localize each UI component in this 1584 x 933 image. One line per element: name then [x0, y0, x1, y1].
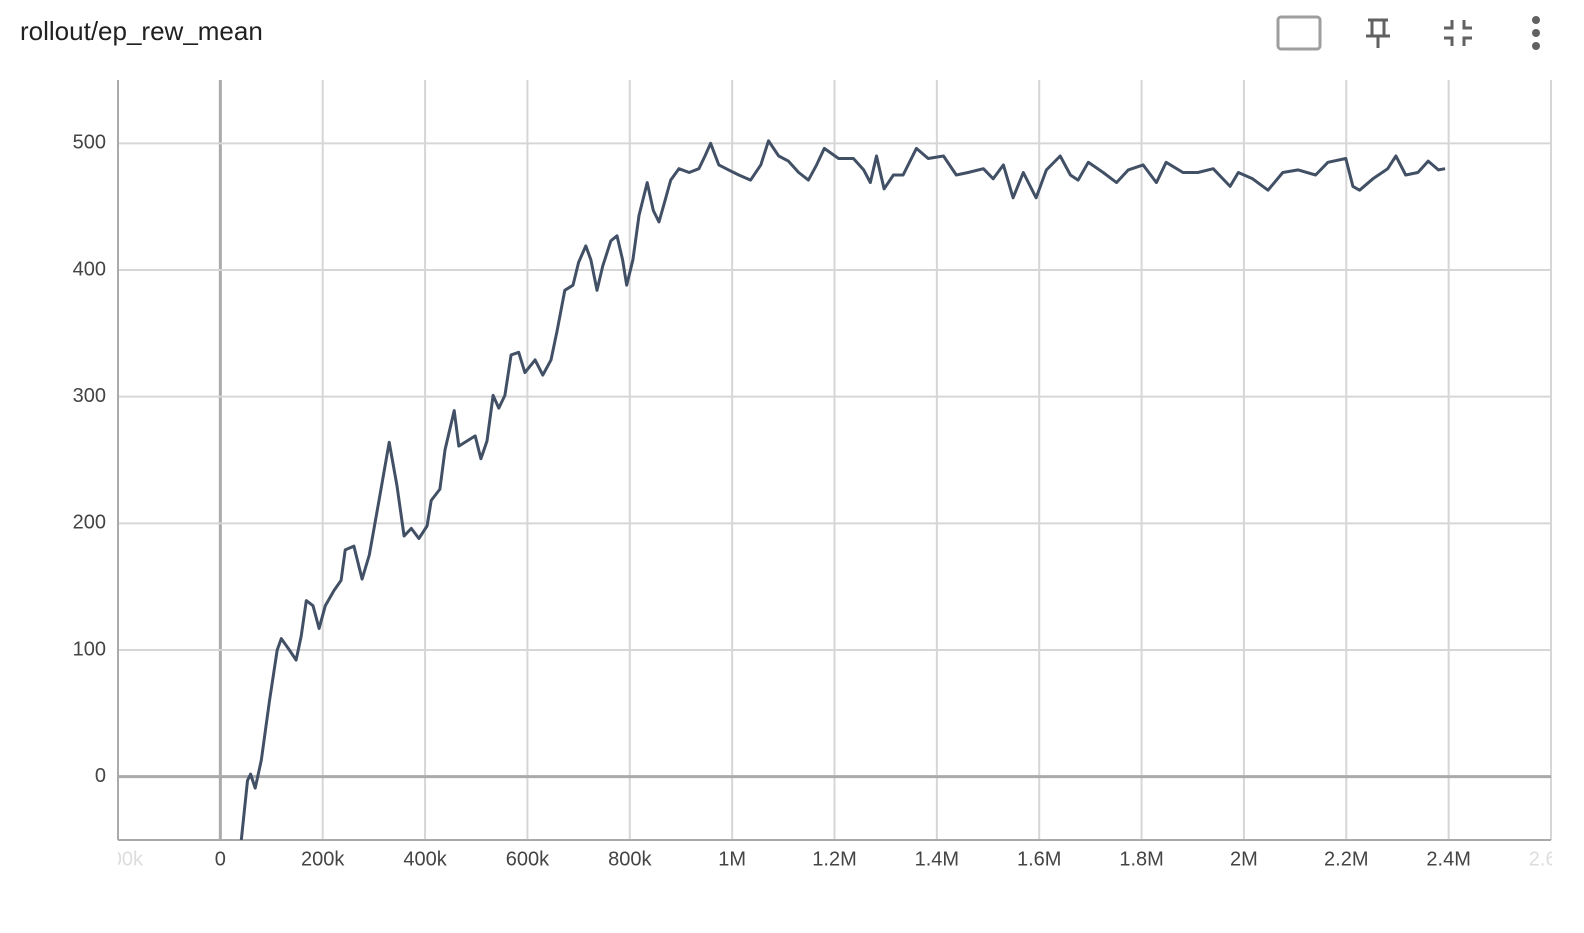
line: [239, 139, 1446, 840]
x-tick-label: 0: [215, 848, 226, 870]
chart-title: rollout/ep_rew_mean: [20, 16, 263, 46]
y-tick-label: 400: [73, 258, 106, 280]
x-tick-label: 2.2M: [1324, 848, 1368, 870]
x-tick-label: 1.6M: [1017, 848, 1061, 870]
x-tick-label: 1M: [718, 848, 746, 870]
x-tick-labels: -200k 0 200k 400k 600k 800k 1M 1.2M 1.4M 1.6M 1.8M…: [93, 848, 1573, 870]
x-tick-label: 2.6M: [1529, 848, 1573, 870]
menu-button[interactable]: [1532, 16, 1540, 50]
x-tick-label: 400k: [403, 848, 447, 870]
x-tick-label: -200k: [93, 848, 144, 870]
x-tick-label: 800k: [608, 848, 652, 870]
toolbar: [1276, 15, 1540, 51]
x-tick-label: 2M: [1230, 848, 1258, 870]
collapse-button[interactable]: [1444, 20, 1472, 46]
y-tick-label: 300: [73, 385, 106, 407]
y-tick-label: 0: [95, 765, 106, 787]
fit-domain-button[interactable]: [1276, 15, 1322, 51]
x-tick-label: 200k: [301, 848, 345, 870]
x-tick-label: 600k: [506, 848, 550, 870]
x-tick-label: 2.4M: [1426, 848, 1470, 870]
y-tick-label: 500: [73, 132, 106, 154]
x-tick-label: 1.8M: [1119, 848, 1163, 870]
y-tick-label: 200: [73, 512, 106, 534]
x-tick-label: 1.4M: [915, 848, 959, 870]
pin-button[interactable]: [1366, 18, 1390, 48]
y-tick-label: 100: [73, 638, 106, 660]
x-tick-label: 1.2M: [812, 848, 856, 870]
